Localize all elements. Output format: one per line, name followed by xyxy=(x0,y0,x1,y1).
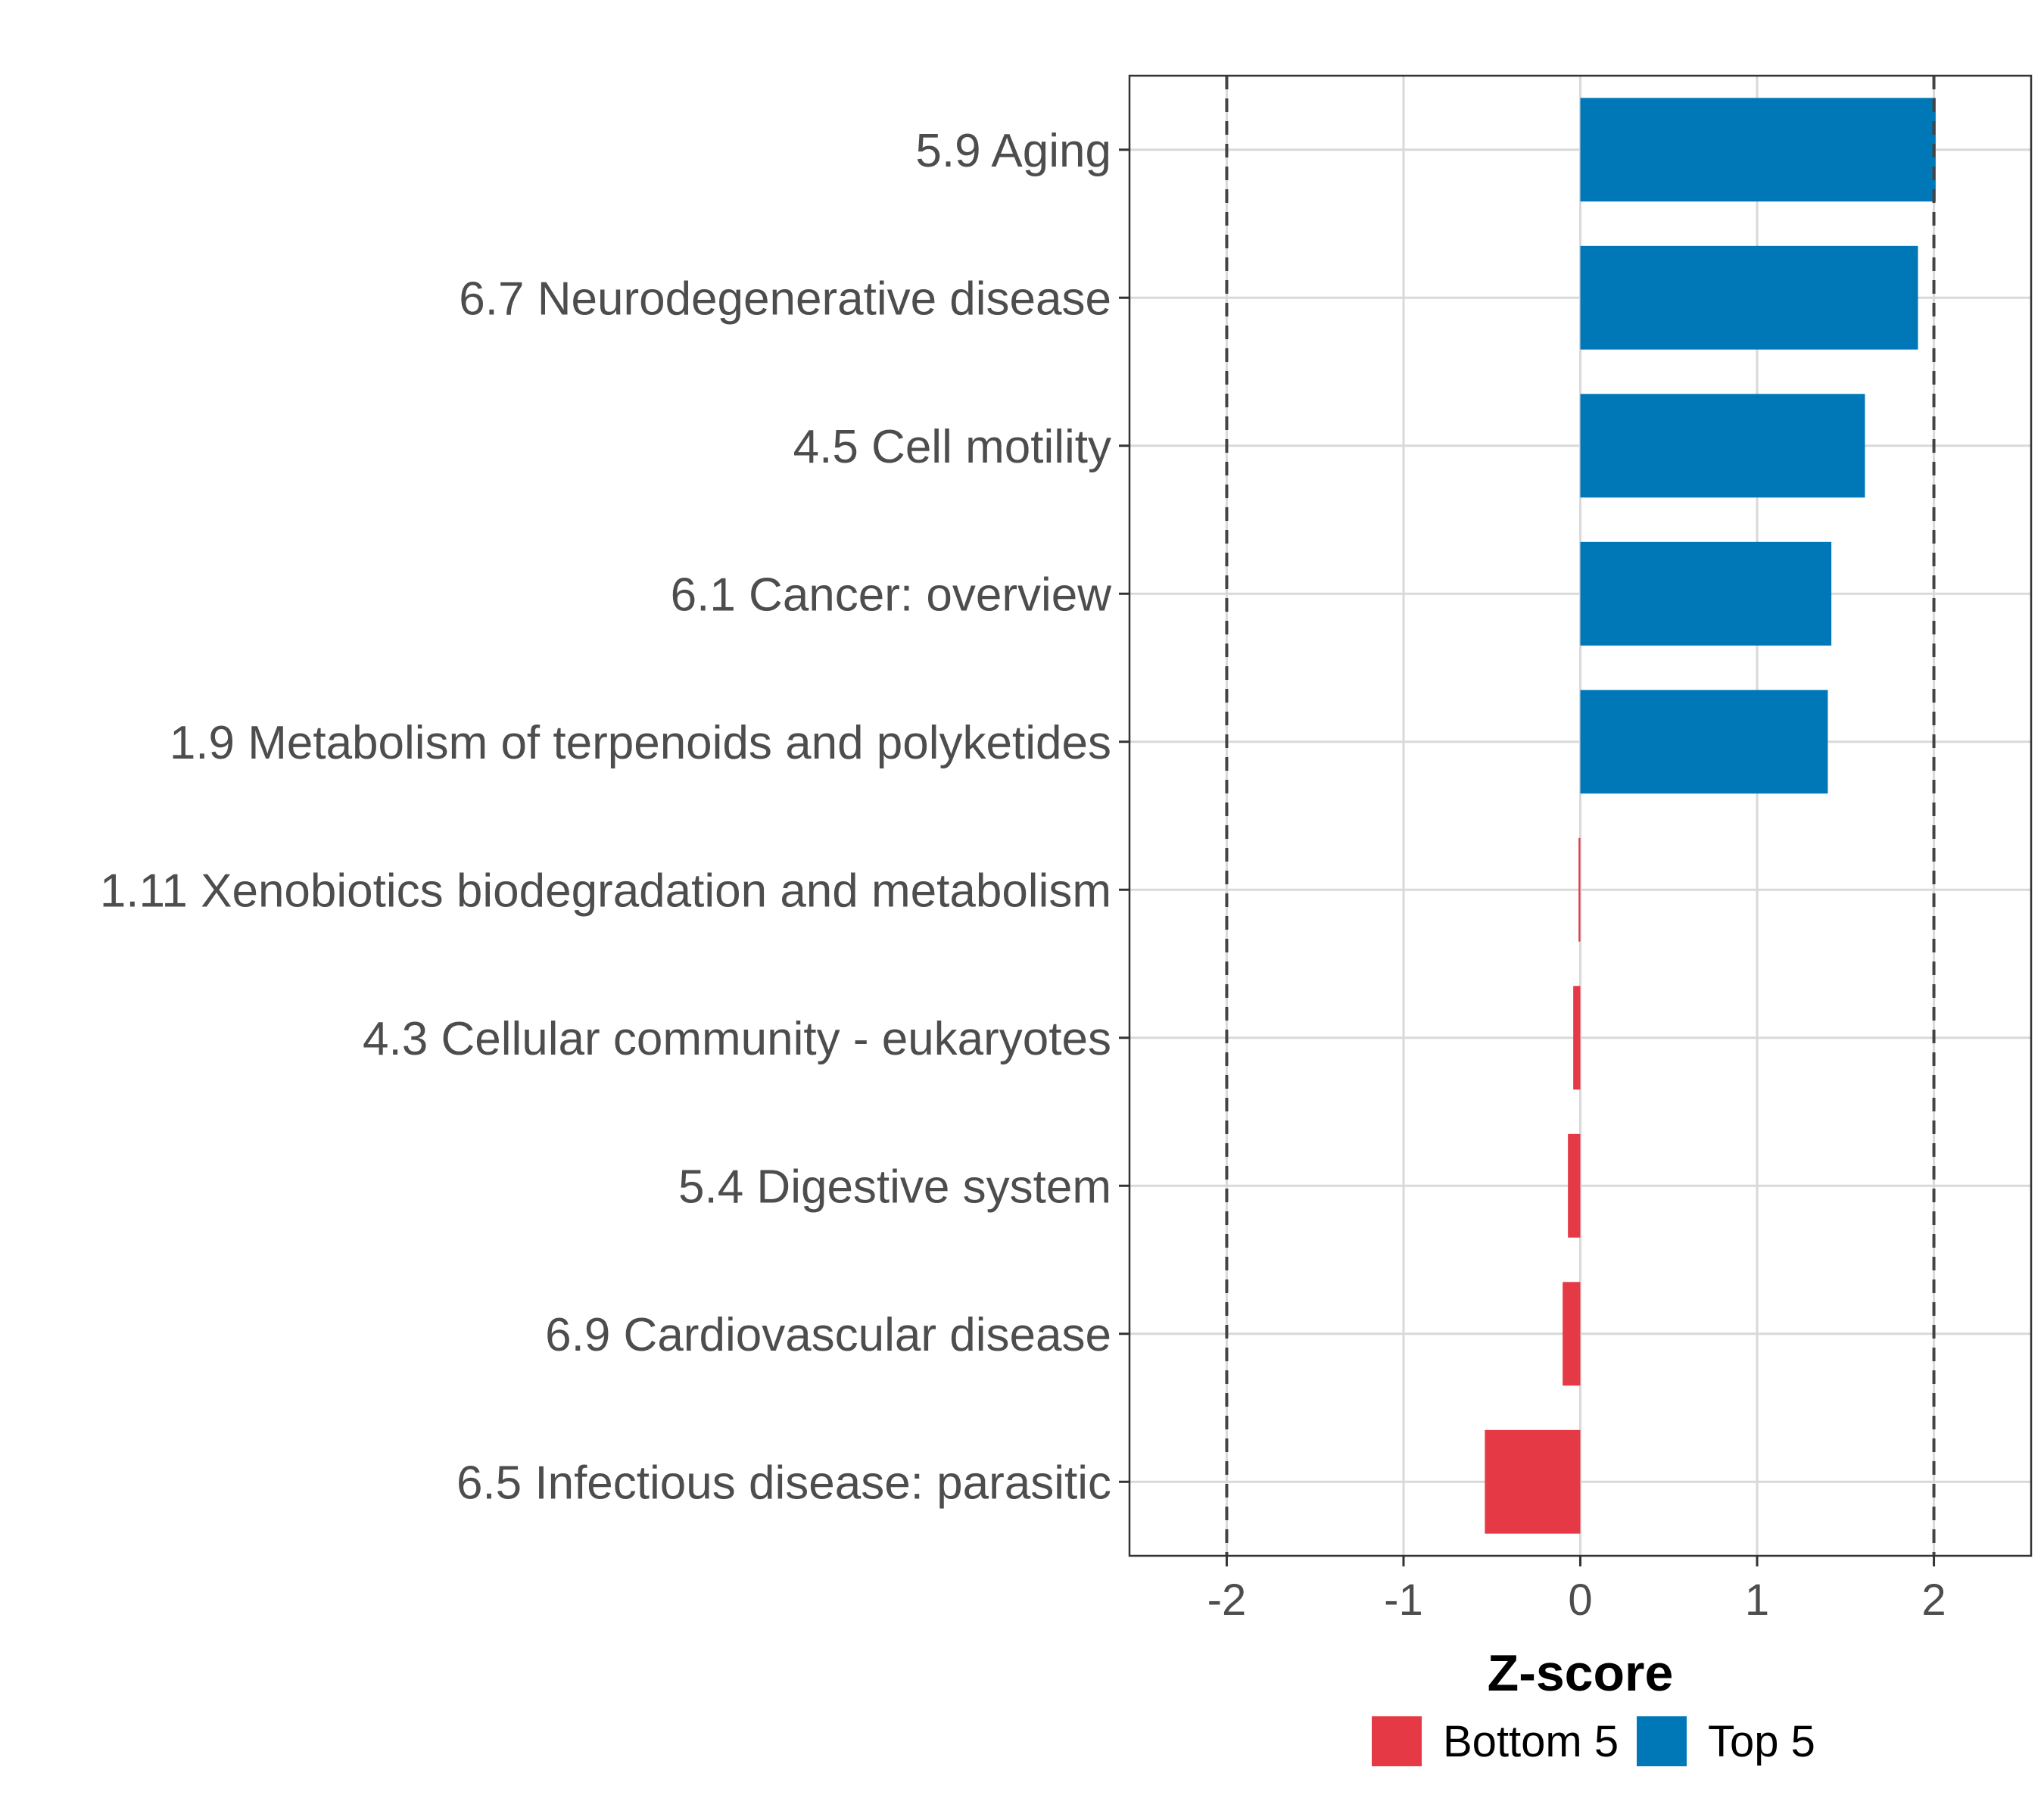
bars-layer xyxy=(1485,98,1936,1534)
bar-1 xyxy=(1580,98,1936,202)
bar-10 xyxy=(1485,1429,1581,1534)
category-label: 5.4 Digestive system xyxy=(678,1161,1111,1213)
legend: Bottom 5 Top 5 xyxy=(1372,1716,1815,1766)
legend-label: Bottom 5 xyxy=(1443,1717,1619,1766)
x-tick-label: 0 xyxy=(1568,1575,1592,1625)
x-axis-title: Z-score xyxy=(1488,1644,1674,1702)
category-label: 5.9 Aging xyxy=(915,125,1111,177)
x-tick-labels: -2 -1 0 1 2 xyxy=(1207,1575,1946,1625)
category-label: 6.9 Cardiovascular disease xyxy=(545,1309,1111,1361)
legend-label: Top 5 xyxy=(1708,1717,1815,1766)
bar-3 xyxy=(1580,394,1865,498)
x-tick-label: 2 xyxy=(1921,1575,1946,1625)
category-label: 4.5 Cell motility xyxy=(793,421,1111,473)
x-tick-label: -2 xyxy=(1207,1575,1247,1625)
category-label: 1.9 Metabolism of terpenoids and polyket… xyxy=(170,717,1111,769)
bar-8 xyxy=(1568,1133,1581,1238)
bar-5 xyxy=(1580,690,1828,794)
axis-ticks xyxy=(1119,148,1936,1566)
bar-2 xyxy=(1580,245,1918,350)
legend-key-bottom-5 xyxy=(1372,1716,1422,1766)
bar-9 xyxy=(1563,1282,1581,1386)
bar-7 xyxy=(1573,986,1581,1090)
category-label: 6.1 Cancer: overview xyxy=(671,569,1112,621)
bar-4 xyxy=(1580,541,1832,646)
x-tick-label: 1 xyxy=(1745,1575,1769,1625)
bar-6 xyxy=(1578,837,1581,942)
category-labels: 5.9 Aging 6.7 Neurodegenerative disease 4.… xyxy=(100,125,1111,1510)
reference-lines xyxy=(1225,76,1936,1556)
category-label: 1.11 Xenobiotics biodegradation and meta… xyxy=(100,865,1111,917)
legend-key-top-5 xyxy=(1637,1716,1687,1766)
category-label: 6.5 Infectious disease: parasitic xyxy=(456,1457,1111,1509)
category-label: 6.7 Neurodegenerative disease xyxy=(459,273,1111,325)
category-label: 4.3 Cellular community - eukaryotes xyxy=(363,1013,1111,1065)
x-tick-label: -1 xyxy=(1384,1575,1423,1625)
